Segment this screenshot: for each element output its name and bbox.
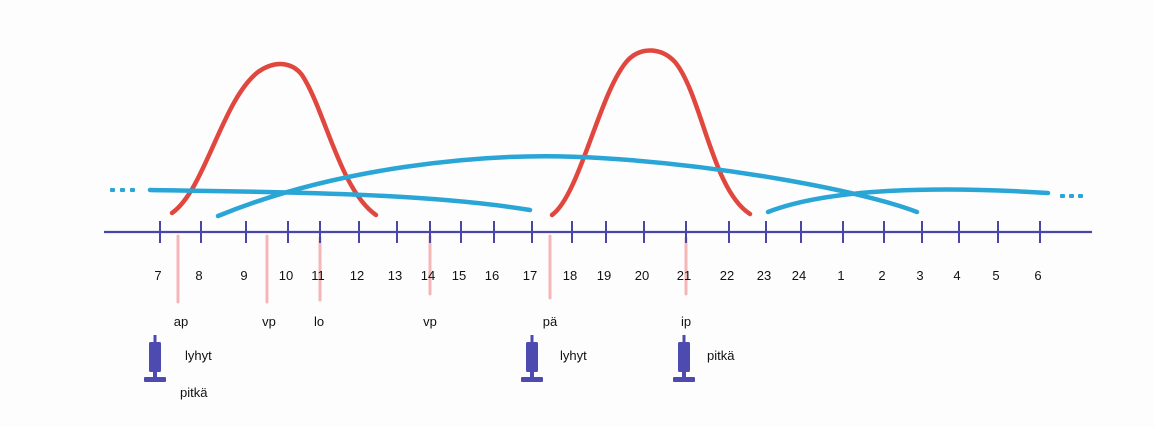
insulin-pen-icon <box>144 335 166 382</box>
meal-label-ip: ip <box>680 314 692 329</box>
meal-label-vp: vp <box>423 314 437 329</box>
hour-label: 21 <box>676 268 692 283</box>
insulin-pens <box>144 335 695 382</box>
insulin-type-label-short: lyhyt <box>560 348 587 363</box>
continuation-dot <box>1078 194 1083 198</box>
hour-label: 5 <box>992 268 1000 283</box>
insulin-pen-icon <box>521 335 543 382</box>
hour-label: 8 <box>195 268 203 283</box>
hour-label: 15 <box>451 268 467 283</box>
hour-label: 6 <box>1034 268 1042 283</box>
insulin-type-label-long: pitkä <box>180 385 208 400</box>
meal-label-lo: lo <box>313 314 325 329</box>
long-insulin-curve-morning <box>147 187 533 213</box>
hour-label: 4 <box>953 268 961 283</box>
insulin-type-label-long: pitkä <box>707 348 735 363</box>
continuation-dot <box>1069 194 1074 198</box>
timeline-axis <box>104 221 1092 243</box>
continuation-dot <box>1060 194 1065 198</box>
hour-label: 14 <box>420 268 436 283</box>
hour-label: 11 <box>311 268 325 283</box>
hour-label: 13 <box>387 268 403 283</box>
hour-label: 10 <box>278 268 294 283</box>
hour-label: 1 <box>837 268 845 283</box>
long-insulin-curve-night <box>765 187 1051 215</box>
hour-label: 20 <box>634 268 650 283</box>
hour-label: 18 <box>562 268 578 283</box>
continuation-dot <box>120 188 125 192</box>
insulin-type-label-short: lyhyt <box>185 348 212 363</box>
continuation-dot <box>130 188 135 192</box>
hour-label: 22 <box>719 268 735 283</box>
hour-label: 16 <box>484 268 500 283</box>
long-insulin-curve-evening <box>215 154 920 219</box>
hour-label: 2 <box>878 268 886 283</box>
continuation-dot <box>110 188 115 192</box>
meal-label-ap: ap <box>173 314 189 329</box>
hour-label: 9 <box>240 268 248 283</box>
continuation-dots-right <box>1060 194 1083 198</box>
short-insulin-peak-morning <box>169 61 379 218</box>
short-insulin-peak-evening <box>549 48 753 218</box>
hour-label: 23 <box>756 268 772 283</box>
continuation-dots-left <box>110 188 135 192</box>
hour-label: 24 <box>791 268 807 283</box>
hour-label: 19 <box>596 268 612 283</box>
hour-label: 17 <box>522 268 538 283</box>
hour-label: 12 <box>349 268 365 283</box>
meal-label-vp: vp <box>262 314 276 329</box>
hour-label: 7 <box>154 268 162 283</box>
hour-label: 3 <box>916 268 924 283</box>
meal-markers <box>176 234 688 304</box>
meal-label-pä: pä <box>542 314 558 329</box>
insulin-pen-icon <box>673 335 695 382</box>
